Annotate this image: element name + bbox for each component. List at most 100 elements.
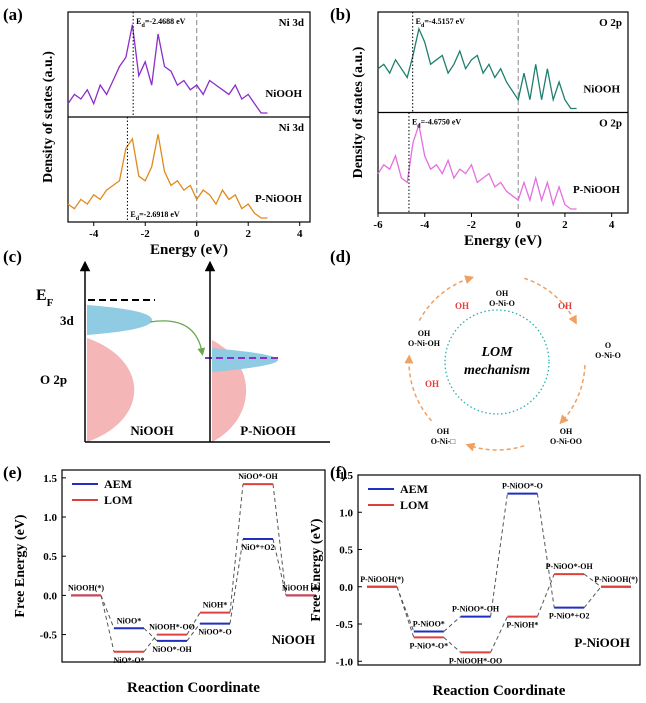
symbol: E xyxy=(130,210,135,219)
d-band-label: Ed=-2.6918 eV xyxy=(130,210,179,222)
connector xyxy=(272,484,287,596)
x-axis-label: Energy (eV) xyxy=(464,233,542,249)
series-label: P-NiOOH xyxy=(573,184,620,196)
level-label: P-NiOO* xyxy=(413,619,445,628)
connector xyxy=(396,586,415,638)
connector xyxy=(536,573,555,617)
level-label: P-NiOOH(*) xyxy=(594,575,638,584)
level-label: P-NiOO*-OH xyxy=(452,605,500,614)
subscript: d xyxy=(417,124,421,130)
x-tick-label: 2 xyxy=(245,228,251,240)
connector xyxy=(229,484,244,613)
level-label: NiOOH(*) xyxy=(68,583,104,592)
level-label: P-NiO*-O* xyxy=(409,641,448,650)
mechanism-arrow xyxy=(465,442,525,452)
level-label: NiOO*-O xyxy=(198,628,231,637)
y-tick-label: 1.0 xyxy=(43,512,57,524)
node-bottom: O-Ni-□ xyxy=(431,437,456,446)
value: =-2.4688 eV xyxy=(145,17,186,26)
x-tick-label: -4 xyxy=(420,219,430,231)
plot-frame xyxy=(357,474,641,666)
connector xyxy=(443,637,461,653)
node-top: OH xyxy=(560,427,573,436)
y-tick-label: 0.5 xyxy=(339,545,353,557)
mechanism-arrows xyxy=(404,275,586,452)
orbital-label: O 2p xyxy=(599,17,622,29)
y-axis-label: Free Energy (eV) xyxy=(309,518,324,621)
node-top: O xyxy=(605,341,611,350)
subscript: d xyxy=(142,23,146,29)
y-axis-label: Density of states (a.u.) xyxy=(351,46,366,178)
mechanism-arrow xyxy=(559,365,586,425)
y-tick-label: 0.0 xyxy=(339,582,353,594)
connector xyxy=(143,634,158,653)
orbital-label: O 2p xyxy=(599,118,622,130)
mechanism-arrow xyxy=(418,275,475,322)
node-top: OH xyxy=(437,427,450,436)
3d-band xyxy=(212,348,278,372)
level-label: P-NiOO*-OH xyxy=(546,562,594,571)
level-label: NiO*+O2 xyxy=(241,543,274,552)
node-bottom: O-Ni-O xyxy=(595,351,621,360)
subscript: d xyxy=(421,23,425,29)
mechanism-arrow xyxy=(404,354,433,422)
center-label: LOM xyxy=(480,345,513,360)
level-label: P-NiOOH*-OO xyxy=(449,656,502,665)
x-tick-label: -6 xyxy=(373,219,383,231)
series-label: P-NiOOH xyxy=(255,193,302,205)
connector xyxy=(186,623,201,642)
connector xyxy=(272,538,287,596)
x-axis-label: Reaction Coordinate xyxy=(127,680,260,696)
corner-label: P-NiOOH xyxy=(574,635,630,650)
level-label: P-NiOO*-O xyxy=(502,482,543,491)
level-label: NiO*-O* xyxy=(113,656,144,665)
d-band-label: Ed=-4.6750 eV xyxy=(412,118,461,130)
center-label: mechanism xyxy=(464,363,530,378)
y-tick-label: 1.5 xyxy=(43,473,57,485)
subscript: d xyxy=(136,216,140,222)
x-tick-label: 2 xyxy=(562,219,568,231)
level-label: NiOO*-OH xyxy=(238,472,278,481)
connector xyxy=(490,493,508,617)
connector xyxy=(443,616,461,632)
y-tick-label: -1.0 xyxy=(336,656,354,668)
level-label: NiOH* xyxy=(203,601,227,610)
reagent-label: OH xyxy=(455,301,469,311)
dos-curve xyxy=(377,26,577,110)
corner-label: NiOOH xyxy=(272,632,315,647)
material-label: NiOOH xyxy=(130,423,173,438)
symbol: E xyxy=(416,17,421,26)
level-label: NiOOH*-OO xyxy=(149,623,195,632)
plot-frame xyxy=(61,469,326,663)
d-band-label: Ed=-4.5157 eV xyxy=(416,17,465,29)
legend-label: LOM xyxy=(104,493,133,507)
d-band-label: Ed=-2.4688 eV xyxy=(136,17,185,29)
value: =-2.6918 eV xyxy=(139,210,180,219)
panel-label: (d) xyxy=(330,247,351,266)
node-bottom: O-Ni-O xyxy=(489,299,515,308)
orbital-label: Ni 3d xyxy=(279,17,304,29)
panel-label: (b) xyxy=(330,5,351,24)
band-label: O 2p xyxy=(40,372,67,387)
legend-label: AEM xyxy=(400,482,428,496)
panel-label: (e) xyxy=(3,463,22,482)
y-tick-label: 0.0 xyxy=(43,590,57,602)
3d-band xyxy=(87,305,152,335)
orbital-label: Ni 3d xyxy=(279,122,304,134)
dos-curve xyxy=(67,134,268,219)
connector xyxy=(100,595,115,652)
node-top: OH xyxy=(496,289,509,298)
panel-label: (f) xyxy=(330,463,347,482)
connector xyxy=(490,616,508,653)
connector xyxy=(186,612,201,635)
dos-curve xyxy=(67,24,268,114)
connector xyxy=(100,595,115,629)
value: =-4.5157 eV xyxy=(424,17,465,26)
connector xyxy=(536,493,555,608)
material-label: P-NiOOH xyxy=(240,423,296,438)
band-diagram xyxy=(79,260,330,443)
node-bottom: O-Ni-OH xyxy=(408,339,441,348)
y-axis-label: Density of states (a.u.) xyxy=(41,51,56,183)
x-tick-label: 4 xyxy=(297,228,303,240)
symbol: E xyxy=(136,17,141,26)
